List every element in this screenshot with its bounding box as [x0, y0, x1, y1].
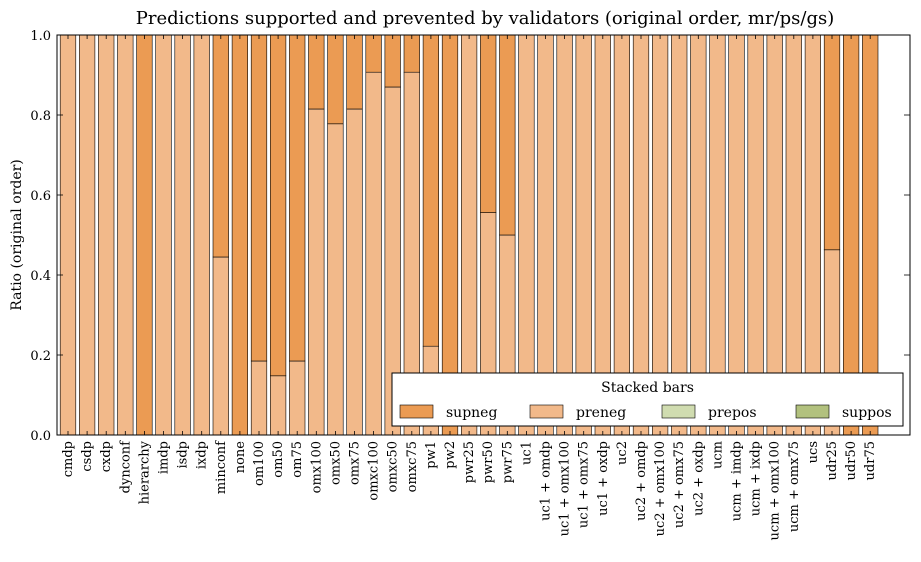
bar-preneg-isdp	[174, 34, 191, 436]
bar-supneg-minconf	[212, 34, 229, 258]
bar-supneg-om100	[250, 34, 268, 362]
x-tick-label: omx100	[309, 441, 324, 493]
bar-preneg-omx100	[308, 108, 325, 436]
x-tick-label: omx50	[328, 441, 343, 485]
bar-supneg-omx75	[346, 34, 363, 110]
legend: Stacked bars supneg preneg prepos suppos	[391, 372, 904, 427]
bar-preneg-omx75	[346, 108, 363, 436]
x-tick-label: pwr75	[500, 441, 515, 483]
axes-group: cmdp csdp cxdp dynconf hierarchy imdp isdp ixdp…	[30, 29, 911, 540]
x-tick-label: udr50	[844, 441, 859, 480]
y-axis-label: Ratio (original order)	[9, 159, 25, 311]
y-tick-label: 0.2	[30, 349, 51, 364]
x-tick-label: pw2	[443, 441, 458, 469]
x-tick-label: uc2 + omx75	[672, 441, 687, 528]
x-tick-label: uc2	[615, 441, 630, 465]
x-tick-label: cmdp	[61, 441, 76, 477]
x-tick-label: ixdp	[195, 441, 210, 469]
x-tick-label: uc1 + omdp	[539, 441, 554, 521]
x-tick-label: uc1 + omx75	[577, 441, 592, 528]
x-tick-label: uc1	[519, 441, 534, 465]
x-tick-label: om50	[271, 441, 286, 478]
x-tick-label: uc2 + omdp	[634, 441, 649, 521]
x-tick-label: udr25	[825, 441, 840, 480]
bar-supneg-pwr75	[499, 34, 516, 236]
x-tick-label: none	[233, 441, 248, 474]
x-tick-label: uc1 + oxdp	[596, 441, 611, 516]
x-tick-label: omxc75	[405, 441, 420, 492]
x-tick-label: uc1 + omx100	[558, 441, 573, 536]
bar-supneg-none	[231, 34, 249, 436]
y-tick-label: 0.6	[30, 189, 51, 204]
x-tick-label: uc2 + omx100	[653, 441, 668, 536]
x-tick-label: minconf	[214, 440, 229, 494]
x-tick-label: ucm + omx100	[768, 441, 783, 540]
bar-supneg-udr25	[823, 34, 841, 251]
x-tick-label: hierarchy	[137, 440, 152, 504]
x-tick-label: ucm	[710, 441, 725, 469]
x-tick-label: omxc100	[367, 441, 382, 501]
legend-label-preneg: preneg	[576, 405, 626, 421]
x-tick-label: ucm + ixdp	[749, 441, 764, 516]
y-tick-label: 1.0	[30, 29, 51, 44]
legend-swatch-suppos	[795, 404, 830, 419]
bar-supneg-hierarchy	[136, 34, 153, 436]
x-tick-label: imdp	[157, 441, 172, 474]
x-tick-label: pwr25	[462, 441, 477, 483]
x-tick-label: cxdp	[99, 441, 114, 472]
x-tick-label: csdp	[80, 441, 95, 472]
x-tick-label: ucm + imdp	[730, 441, 745, 521]
plot-frame	[56, 34, 911, 436]
legend-label-prepos: prepos	[708, 405, 757, 421]
bar-preneg-minconf	[212, 256, 229, 436]
chart-title: Predictions supported and prevented by v…	[136, 8, 835, 29]
x-tick-label: omxc50	[386, 441, 401, 492]
legend-title: Stacked bars	[601, 380, 694, 396]
x-tick-label: isdp	[176, 441, 191, 468]
x-tick-label: pwr50	[481, 441, 496, 483]
bar-supneg-pw1	[422, 34, 440, 347]
bar-preneg-om75	[289, 360, 306, 436]
bar-preneg-dynconf	[117, 34, 134, 436]
bar-supneg-omx100	[308, 34, 325, 110]
bar-preneg-csdp	[79, 34, 96, 436]
bar-preneg-om100	[250, 360, 268, 436]
bar-preneg-omx50	[327, 123, 344, 436]
y-tick-label: 0.0	[30, 429, 51, 444]
y-tick-label: 0.8	[30, 109, 51, 124]
x-tick-label: ucm + omx75	[787, 441, 802, 532]
bar-supneg-pwr50	[480, 34, 497, 213]
bar-supneg-omxc75	[403, 34, 420, 73]
bar-supneg-omx50	[327, 34, 344, 125]
x-tick-label: om75	[290, 441, 305, 478]
legend-swatch-prepos	[661, 404, 696, 419]
x-tick-label: udr75	[863, 441, 878, 480]
legend-swatch-preneg	[529, 404, 564, 419]
bar-preneg-cmdp	[59, 34, 77, 436]
bar-supneg-omxc50	[384, 34, 401, 88]
x-tick-label: dynconf	[118, 440, 133, 494]
x-tick-label: ucs	[806, 441, 821, 463]
bar-supneg-om50	[269, 34, 287, 377]
legend-label-suppos: suppos	[842, 405, 892, 421]
legend-swatch-supneg	[399, 404, 434, 419]
x-tick-label: omx75	[348, 441, 363, 485]
x-tick-label: om100	[252, 441, 267, 486]
bar-preneg-omxc100	[365, 71, 382, 436]
bar-supneg-omxc100	[365, 34, 382, 73]
x-tick-label: uc2 + oxdp	[691, 441, 706, 516]
bar-supneg-om75	[289, 34, 306, 362]
y-tick-label: 0.4	[30, 269, 51, 284]
bar-preneg-cxdp	[98, 34, 115, 436]
x-tick-label: pw1	[424, 441, 439, 469]
bar-preneg-imdp	[155, 34, 172, 436]
bar-preneg-om50	[269, 375, 287, 436]
bar-preneg-ixdp	[193, 34, 210, 436]
legend-label-supneg: supneg	[446, 405, 497, 421]
